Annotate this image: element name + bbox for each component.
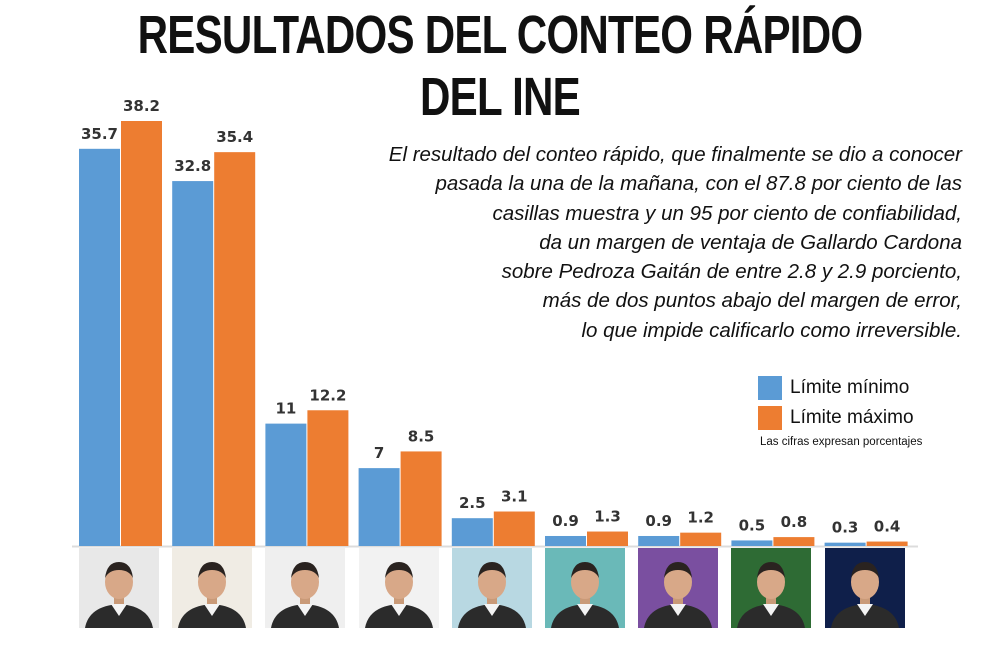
annotation-line: El resultado del conteo rápido, que fina… xyxy=(388,143,962,166)
candidate-photo-5 xyxy=(451,548,532,628)
value-label-maximo-7: 1.2 xyxy=(687,509,714,527)
value-label-minimo-2: 32.8 xyxy=(174,157,211,175)
series-limite-minimo xyxy=(79,148,866,546)
annotation-line: pasada la una de la mañana, con el 87.8 … xyxy=(435,172,962,196)
bar-minimo-3 xyxy=(265,423,307,546)
value-label-maximo-1: 38.2 xyxy=(123,97,160,115)
candidate-photo-6 xyxy=(545,548,625,628)
bar-minimo-2 xyxy=(172,181,214,546)
value-label-minimo-7: 0.9 xyxy=(645,512,672,530)
annotation-line: sobre Pedroza Gaitán de entre 2.8 y 2.9 … xyxy=(501,260,962,284)
bar-maximo-1 xyxy=(121,121,162,546)
bar-maximo-3 xyxy=(307,410,349,546)
bar-minimo-8 xyxy=(731,540,773,546)
value-labels-minimo: 35.7 32.8 11 7 2.5 0.9 0.9 0.5 0.3 xyxy=(81,125,858,537)
bar-maximo-9 xyxy=(866,541,908,546)
units-note: Las cifras expresan porcentajes xyxy=(760,436,923,448)
value-label-minimo-4: 7 xyxy=(374,444,384,462)
value-label-minimo-6: 0.9 xyxy=(552,512,579,530)
bar-maximo-6 xyxy=(587,531,628,546)
bar-minimo-7 xyxy=(638,535,680,546)
value-label-minimo-3: 11 xyxy=(275,400,296,418)
value-label-maximo-2: 35.4 xyxy=(216,128,253,146)
legend-item-minimo: Límite mínimo xyxy=(758,373,914,403)
value-label-minimo-1: 35.7 xyxy=(81,125,118,143)
value-label-maximo-3: 12.2 xyxy=(309,386,346,404)
bar-minimo-5 xyxy=(451,518,493,546)
bar-maximo-8 xyxy=(773,537,815,546)
candidate-photo-8 xyxy=(731,548,812,628)
annotation-line: casillas muestra y un 95 por ciento de c… xyxy=(492,201,963,225)
annotation-line: lo que impide calificarlo como irreversi… xyxy=(581,318,962,342)
value-labels-maximo: 38.2 35.4 12.2 8.5 3.1 1.3 1.2 0.8 0.4 xyxy=(123,97,900,536)
bar-chart: 35.7 32.8 11 7 2.5 0.9 0.9 0.5 0.3 38.2 35.4 12.2 8… xyxy=(72,97,918,548)
legend-swatch-maximo xyxy=(758,406,782,430)
candidate-photo-3 xyxy=(265,548,346,628)
candidate-photo-7 xyxy=(638,548,719,628)
legend: Límite mínimo Límite máximo xyxy=(758,373,914,433)
bar-maximo-4 xyxy=(400,451,442,546)
value-label-maximo-9: 0.4 xyxy=(874,518,901,536)
candidate-photo-4 xyxy=(358,548,439,628)
annotation-line: da un margen de ventaja de Gallardo Card… xyxy=(539,230,962,254)
value-label-maximo-4: 8.5 xyxy=(408,427,435,445)
value-label-maximo-5: 3.1 xyxy=(501,488,528,506)
value-label-minimo-5: 2.5 xyxy=(459,494,486,512)
bar-minimo-9 xyxy=(824,542,866,546)
candidate-photo-2 xyxy=(172,548,253,628)
value-label-minimo-8: 0.5 xyxy=(739,516,766,534)
candidate-photo-9 xyxy=(824,548,905,628)
value-label-maximo-8: 0.8 xyxy=(781,513,808,531)
legend-label-minimo: Límite mínimo xyxy=(790,377,910,398)
legend-label-maximo: Límite máximo xyxy=(790,407,914,428)
annotation-text: El resultado del conteo rápido, que fina… xyxy=(330,140,962,345)
legend-swatch-minimo xyxy=(758,376,782,400)
value-label-maximo-6: 1.3 xyxy=(594,508,621,526)
series-limite-maximo xyxy=(121,121,908,546)
bar-minimo-6 xyxy=(545,535,586,546)
legend-item-maximo: Límite máximo xyxy=(758,403,914,433)
bar-minimo-1 xyxy=(79,148,120,546)
bar-maximo-2 xyxy=(214,152,256,546)
bar-minimo-4 xyxy=(358,468,400,546)
value-label-minimo-9: 0.3 xyxy=(832,519,859,537)
bar-maximo-5 xyxy=(493,511,535,546)
annotation-line: más de dos puntos abajo del margen de er… xyxy=(542,289,962,313)
candidate-photo-1 xyxy=(79,548,159,628)
chart-title: RESULTADOS DEL CONTEO RÁPIDO DEL INE xyxy=(137,5,863,127)
bar-maximo-7 xyxy=(680,532,722,546)
